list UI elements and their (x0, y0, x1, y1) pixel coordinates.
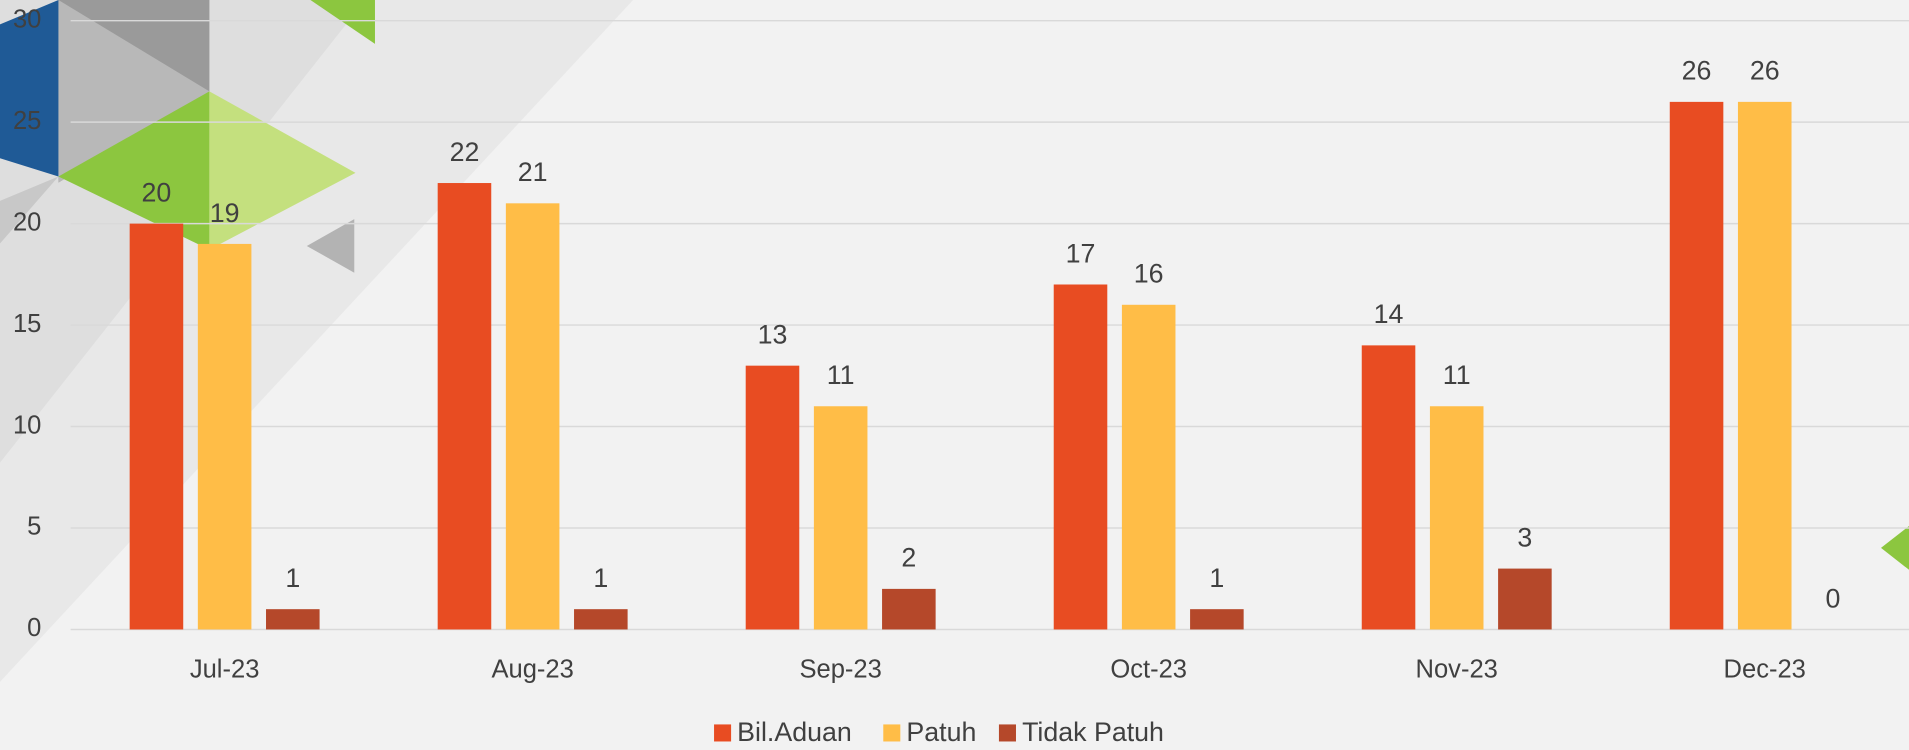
bar (814, 406, 868, 629)
data-label: 0 (1825, 583, 1840, 613)
x-tick-label: Jul-23 (190, 656, 260, 684)
y-tick-label: 5 (27, 513, 41, 541)
bar (1738, 102, 1792, 630)
page: {"chart_data": { "type": "bar", "categor… (0, 0, 1909, 750)
y-tick-label: 25 (13, 107, 41, 135)
y-tick-label: 10 (13, 411, 41, 439)
data-label: 22 (450, 137, 480, 167)
data-label: 11 (827, 360, 855, 390)
bar (1362, 345, 1416, 629)
bar (438, 183, 492, 629)
y-tick-label: 20 (13, 208, 41, 236)
legend-label: Tidak Patuh (1022, 717, 1164, 747)
legend-swatch (714, 724, 731, 741)
bar (1498, 569, 1552, 630)
data-label: 14 (1374, 299, 1404, 329)
bar (1670, 102, 1724, 630)
data-label: 26 (1682, 56, 1712, 86)
legend-swatch (999, 724, 1016, 741)
data-label: 16 (1134, 259, 1164, 289)
data-label: 21 (518, 157, 548, 187)
bar (506, 203, 560, 629)
x-tick-label: Dec-23 (1724, 656, 1806, 684)
data-label: 1 (593, 563, 608, 593)
legend-swatch (883, 724, 900, 741)
legend-label: Patuh (906, 717, 976, 747)
legend-label: Bil.Aduan (737, 717, 852, 747)
data-label: 11 (1443, 360, 1471, 390)
data-label: 2 (901, 543, 916, 573)
bar (198, 244, 252, 630)
bar (574, 609, 628, 629)
y-tick-label: 30 (13, 5, 41, 33)
data-label: 1 (1209, 563, 1224, 593)
bar (1190, 609, 1244, 629)
bar (746, 366, 800, 630)
y-tick-label: 15 (13, 310, 41, 338)
data-label: 17 (1066, 238, 1096, 268)
bar (882, 589, 936, 630)
data-label: 1 (285, 563, 300, 593)
bar (1430, 406, 1484, 629)
x-tick-label: Aug-23 (491, 656, 573, 684)
data-label: 19 (210, 198, 240, 228)
data-label: 3 (1517, 522, 1532, 552)
bar (1122, 305, 1176, 630)
data-label: 13 (758, 320, 788, 350)
data-label: 20 (142, 177, 172, 207)
y-tick-label: 0 (27, 614, 41, 642)
bar (130, 224, 184, 630)
chart: 051015202530Jul-2320191Aug-2322211Sep-23… (0, 0, 1909, 750)
x-tick-label: Oct-23 (1110, 656, 1187, 684)
bar (1054, 284, 1108, 629)
data-label: 26 (1750, 56, 1780, 86)
x-tick-label: Sep-23 (799, 656, 881, 684)
x-tick-label: Nov-23 (1416, 656, 1498, 684)
bar (266, 609, 320, 629)
